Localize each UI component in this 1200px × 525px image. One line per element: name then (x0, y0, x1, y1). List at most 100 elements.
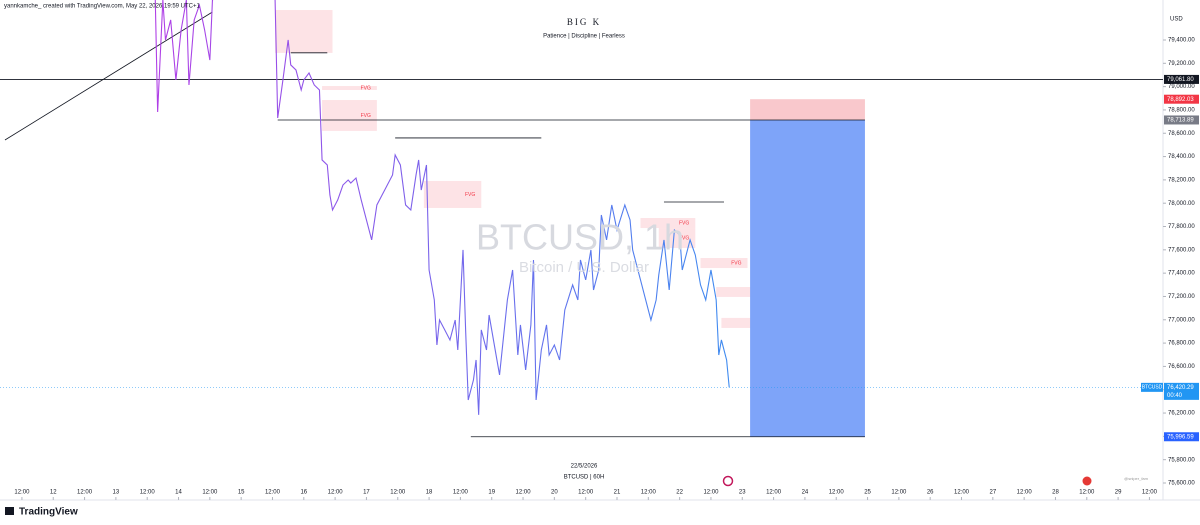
fvg-box (275, 10, 333, 53)
entry-box (1164, 115, 1199, 125)
last-price-name: BTCUSD (1142, 385, 1163, 391)
fvg-box (658, 228, 696, 248)
fvg-box (640, 218, 696, 229)
x-tick-label: 21 (614, 490, 621, 496)
currency-label: USD (1170, 17, 1183, 23)
brand: TradingView (19, 507, 78, 518)
x-tick-label: 16 (300, 490, 307, 496)
x-tick-label: 14 (175, 490, 182, 496)
y-tick-label: 77,200.00 (1168, 294, 1195, 300)
x-tick-label: 12:00 (766, 490, 782, 496)
y-tick-label: 77,800.00 (1168, 224, 1195, 230)
fvg-label: FVG (731, 260, 741, 266)
fvg-label: FVG (679, 220, 689, 226)
x-tick-label: 12:00 (140, 490, 156, 496)
x-tick-label: 26 (927, 490, 934, 496)
trendline (4, 11, 213, 141)
replay-icon[interactable] (722, 475, 734, 487)
level-label: 79,061.80 (1167, 77, 1194, 83)
watermark-name: Bitcoin / U.S. Dollar (519, 259, 649, 276)
x-tick-label: 12 (50, 490, 57, 496)
x-tick-label: 13 (113, 490, 120, 496)
fvg-label: FVG (361, 85, 371, 91)
target-box (1164, 432, 1199, 442)
flag-icon[interactable] (1082, 476, 1092, 486)
x-tick-label: 12:00 (516, 490, 532, 496)
y-tick-label: 78,400.00 (1168, 154, 1195, 160)
last-price-time: 00:40 (1167, 393, 1183, 399)
x-tick-label: 12:00 (202, 490, 218, 496)
x-tick-label: 24 (802, 490, 809, 496)
x-tick-label: 27 (989, 490, 996, 496)
x-tick-label: 12:00 (891, 490, 907, 496)
level-box (1164, 74, 1199, 84)
y-tick-label: 78,000.00 (1168, 201, 1195, 207)
entry-label: 78,713.89 (1167, 118, 1194, 124)
x-tick-label: 12:00 (1017, 490, 1033, 496)
brand-logo: TradingView (5, 507, 78, 518)
y-tick-label: 79,000.00 (1168, 84, 1195, 90)
price-line (154, 0, 730, 415)
last-price-box (1164, 382, 1199, 400)
x-tick-label: 12:00 (14, 490, 30, 496)
fvg-box (322, 86, 377, 90)
fvg-label: FVG (465, 192, 475, 198)
x-tick-label: 20 (551, 490, 558, 496)
fvg-box (322, 100, 377, 131)
x-tick-label: 12:00 (829, 490, 845, 496)
x-tick-label: 12:00 (578, 490, 594, 496)
y-tick-label: 77,400.00 (1168, 271, 1195, 277)
y-tick-label: 76,600.00 (1168, 364, 1195, 370)
x-tick-label: 12:00 (1142, 490, 1158, 496)
x-tick-label: 28 (1052, 490, 1059, 496)
fvg-box (721, 317, 774, 328)
x-tick-label: 12:00 (453, 490, 469, 496)
stop-zone (750, 99, 865, 120)
fvg-box (700, 257, 748, 269)
last-price-name-box (1141, 382, 1163, 392)
x-tick-label: 25 (864, 490, 871, 496)
chart-subtitle: Patience | Discipline | Fearless (543, 34, 625, 40)
x-tick-label: 12:00 (641, 490, 657, 496)
y-tick-label: 79,400.00 (1168, 38, 1195, 44)
y-tick-label: 76,200.00 (1168, 411, 1195, 417)
logo-mark (5, 507, 14, 515)
credit: yannkamche_ created with TradingView.com… (4, 4, 200, 10)
x-tick-label: 22 (676, 490, 683, 496)
chart-title: BIG K (567, 17, 601, 27)
x-tick-label: 19 (488, 490, 495, 496)
target-zone (750, 119, 865, 437)
y-tick-label: 77,600.00 (1168, 247, 1195, 253)
stop-label: 78,892.03 (1167, 97, 1194, 103)
x-tick-label: 12:00 (265, 490, 281, 496)
y-tick-label: 78,600.00 (1168, 131, 1195, 137)
y-tick-label: 78,200.00 (1168, 177, 1195, 183)
x-tick-label: 12:00 (328, 490, 344, 496)
x-tick-label: 23 (739, 490, 746, 496)
plot-area: FVGFVGFVGFVGFVGFVGFVGFVG (0, 0, 1163, 438)
y-tick-label: 77,000.00 (1168, 317, 1195, 323)
x-tick-label: 12:00 (390, 490, 406, 496)
x-tick-label: 12:00 (1079, 490, 1095, 496)
y-tick-label: 79,200.00 (1168, 61, 1195, 67)
target-label: 75,996.59 (1167, 434, 1194, 440)
fvg-box (716, 287, 774, 297)
handle: @sniper_fam (1124, 476, 1149, 481)
watermark-symbol: BTCUSD, 1h (476, 217, 684, 258)
y-tick-label: 78,800.00 (1168, 108, 1195, 114)
x-tick-label: 18 (426, 490, 433, 496)
fvg-box (423, 180, 482, 208)
x-tick-label: 12:00 (703, 490, 719, 496)
y-tick-label: 75,800.00 (1168, 457, 1195, 463)
fvg-label: FVG (679, 235, 689, 241)
x-tick-label: 12:00 (77, 490, 93, 496)
date-label: 22/5/2026 (571, 464, 598, 470)
interval-label: BTCUSD | 60H (564, 475, 605, 481)
x-tick-label: 12:00 (954, 490, 970, 496)
x-tick-label: 17 (363, 490, 370, 496)
fvg-label: FVG (361, 113, 371, 119)
x-tick-label: 29 (1115, 490, 1122, 496)
y-tick-label: 75,600.00 (1168, 481, 1195, 487)
